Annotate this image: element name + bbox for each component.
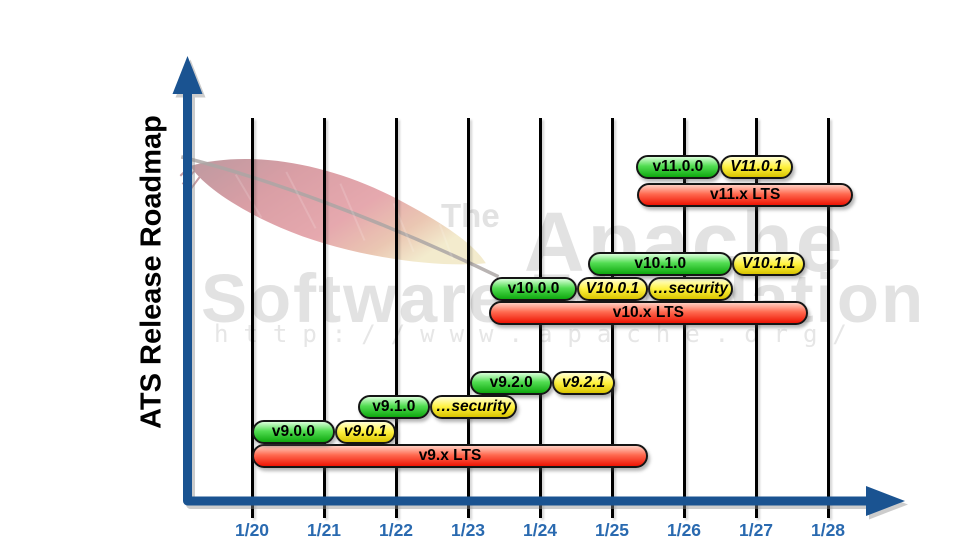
patch-pill-v11.0.1: V11.0.1 xyxy=(720,155,793,179)
patch-pill-v10.1.1: V10.1.1 xyxy=(732,252,805,276)
release-pill-v10.1.0: v10.1.0 xyxy=(588,252,733,276)
y-axis-title: ATS Release Roadmap xyxy=(135,115,168,429)
gridline-1-28 xyxy=(826,118,830,518)
release-pill-v10.0.0: v10.0.0 xyxy=(490,277,577,301)
lts-pill-v9.xlts: v9.x LTS xyxy=(252,444,648,468)
watermark-the: The xyxy=(441,197,500,234)
lts-pill-v10.xlts: v10.x LTS xyxy=(488,301,808,325)
lts-pill-v11.xlts: v11.x LTS xyxy=(637,183,854,207)
x-tick-label-1-23: 1/23 xyxy=(450,520,486,540)
patch-pill-v10.0.1: V10.0.1 xyxy=(576,277,648,301)
release-pill-v11.0.0: v11.0.0 xyxy=(635,155,720,179)
release-pill-v9.1.0: v9.1.0 xyxy=(357,395,430,419)
patch-pill-security: …security xyxy=(648,277,733,301)
x-tick-label-1-26: 1/26 xyxy=(666,520,702,540)
patch-pill-security: …security xyxy=(429,395,517,419)
x-tick-label-1-21: 1/21 xyxy=(306,520,342,540)
x-tick-label-1-24: 1/24 xyxy=(522,520,558,540)
x-tick-label-1-20: 1/20 xyxy=(234,520,270,540)
x-tick-label-1-27: 1/27 xyxy=(738,520,774,540)
x-tick-label-1-28: 1/28 xyxy=(810,520,846,540)
x-tick-label-1-25: 1/25 xyxy=(594,520,630,540)
x-tick-label-1-22: 1/22 xyxy=(378,520,414,540)
patch-pill-v9.2.1: v9.2.1 xyxy=(552,371,615,395)
release-pill-v9.2.0: v9.2.0 xyxy=(470,371,553,395)
release-pill-v9.0.0: v9.0.0 xyxy=(252,420,335,444)
patch-pill-v9.0.1: v9.0.1 xyxy=(334,420,396,444)
